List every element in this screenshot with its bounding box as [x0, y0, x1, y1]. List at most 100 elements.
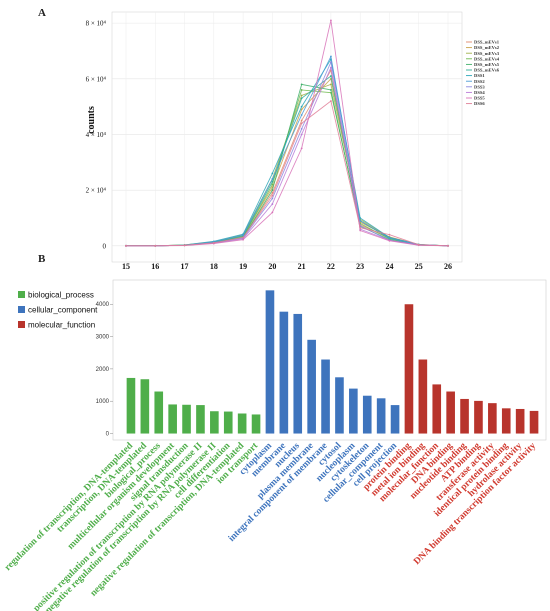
panel-b-bar	[237, 413, 247, 434]
panel-a-ytick-label: 2 × 10⁴	[86, 187, 107, 195]
panel-b-bar	[446, 391, 455, 434]
panel-a-legend-label: DSS_mEVs1	[474, 40, 500, 45]
panel-a-xtick-label: 24	[385, 262, 393, 271]
panel-a-data-point	[300, 114, 303, 116]
panel-a-data-point	[300, 105, 303, 108]
panel-a-data-point	[417, 243, 420, 246]
panel-a-data-point	[300, 128, 303, 130]
panel-a-data-point	[212, 241, 215, 244]
panel-a-legend-label: DSS_mEVs6	[474, 68, 500, 73]
panel-a-data-point	[330, 83, 332, 86]
panel-b-bar	[265, 290, 275, 434]
panel-a-data-point	[359, 229, 362, 232]
panel-a-data-point	[388, 237, 391, 239]
panel-a-legend-label: DSS1	[474, 73, 485, 78]
panel-b-legend-swatch	[18, 306, 25, 313]
panel-a-xtick-label: 18	[210, 262, 218, 271]
panel-a-data-point	[447, 244, 449, 247]
panel-a-data-point	[300, 122, 303, 125]
panel-a-data-point	[271, 203, 274, 205]
panel-a-data-point	[388, 233, 391, 236]
panel-a-data-point	[300, 94, 303, 97]
panel-a-data-point	[330, 100, 332, 102]
panel-a-xtick-label: 25	[415, 262, 423, 271]
panel-b-ytick-label: 1000	[96, 399, 110, 405]
panel-b-bar	[460, 398, 469, 434]
panel-a-xtick-label: 23	[356, 262, 364, 271]
panel-b-bar	[432, 384, 442, 434]
panel-b-bar	[140, 379, 150, 434]
panel-b-bar	[251, 414, 261, 434]
panel-a-data-point	[300, 133, 303, 136]
panel-b-bar	[126, 377, 136, 434]
panel-a-legend-label: DSS_mEVs5	[474, 62, 500, 67]
panel-a-line-chart: 0 2 × 10⁴ 4 × 10⁴ 6 × 10⁴ 8 × 10⁴ 15 16 17 18 19 2…	[86, 11, 500, 271]
panel-b-bar	[307, 339, 316, 434]
panel-b-legend-label: molecular_function	[28, 321, 95, 330]
panel-a-legend-label: DSS2	[474, 79, 485, 84]
panel-b-bar	[390, 405, 400, 434]
panel-b-bar	[279, 311, 289, 434]
panel-a-data-point	[300, 108, 303, 111]
panel-a-xtick-label: 22	[327, 262, 335, 271]
panel-a-data-point	[125, 244, 127, 247]
panel-a-data-point	[242, 236, 244, 239]
panel-a-data-point	[330, 75, 332, 77]
panel-b-bar	[515, 408, 525, 434]
panel-a-legend-label: DSS5	[474, 96, 485, 101]
panel-b-bar	[474, 400, 483, 434]
panel-a-data-point	[271, 178, 274, 180]
panel-b-bar	[154, 391, 164, 434]
panel-a-data-point	[330, 66, 332, 69]
panel-a-data-point	[330, 19, 332, 22]
panel-a-ytick-label: 8 × 10⁴	[86, 20, 107, 28]
panel-a-data-point	[154, 244, 157, 247]
panel-a-series-line	[126, 100, 449, 247]
panel-a-data-point	[300, 89, 303, 91]
panel-b-ytick-label: 2000	[96, 367, 110, 373]
panel-a-xtick-label: 21	[298, 262, 306, 271]
panel-b-bar	[293, 313, 303, 434]
panel-a-ytick-label: 0	[103, 242, 107, 250]
panel-b-legend-swatch	[18, 321, 25, 328]
panel-b-bar	[223, 411, 233, 434]
panel-a-y-axis-label: counts	[86, 106, 97, 134]
panel-a-data-point	[271, 183, 274, 186]
panel-a-xtick-label: 17	[181, 262, 189, 271]
panel-a-xtick-label: 16	[151, 262, 159, 271]
panel-b-bar	[321, 359, 330, 434]
panel-a-data-point	[271, 189, 274, 192]
panel-b-bar	[418, 359, 428, 434]
panel-a-legend-label: DSS_mEVs4	[474, 56, 500, 61]
panel-a-data-point	[271, 197, 274, 200]
panel-b-ytick-label: 0	[106, 432, 110, 438]
panel-a-legend-label: DSS_mEVs3	[474, 51, 500, 56]
panel-b-bar	[404, 304, 414, 434]
panel-a-data-point	[300, 83, 303, 86]
panel-a-data-point	[271, 172, 274, 175]
panel-a-data-point	[242, 238, 244, 241]
panel-b-bar	[501, 408, 511, 434]
panel-a-legend-label: DSS6	[474, 101, 485, 106]
panel-b-bar	[529, 410, 539, 434]
panel-a-data-point	[242, 234, 244, 237]
panel-a-data-point	[271, 194, 274, 197]
panel-a-legend-label: DSS4	[474, 90, 485, 95]
panel-a-xtick-label: 15	[122, 262, 130, 271]
panel-b-bar	[349, 388, 358, 434]
panel-b-bar	[196, 405, 205, 434]
panel-a-data-point	[271, 211, 274, 214]
panel-a-data-point	[183, 244, 186, 247]
panel-b-legend-swatch	[18, 291, 25, 298]
panel-a-xtick-label: 19	[239, 262, 247, 271]
panel-b-bar-chart: 0 1000 2000 3000 4000biological_processcellu…	[3, 279, 547, 611]
panel-a-xtick-label: 26	[444, 262, 452, 271]
panel-a-data-point	[271, 180, 274, 183]
panel-a-legend-label: DSS3	[474, 84, 485, 89]
panel-b-legend-label: cellular_component	[28, 306, 98, 315]
panel-b-ytick-label: 4000	[96, 302, 110, 308]
panel-b-ytick-label: 3000	[96, 335, 110, 341]
panel-a-data-point	[300, 147, 303, 150]
panel-a-ytick-label: 6 × 10⁴	[86, 75, 107, 83]
